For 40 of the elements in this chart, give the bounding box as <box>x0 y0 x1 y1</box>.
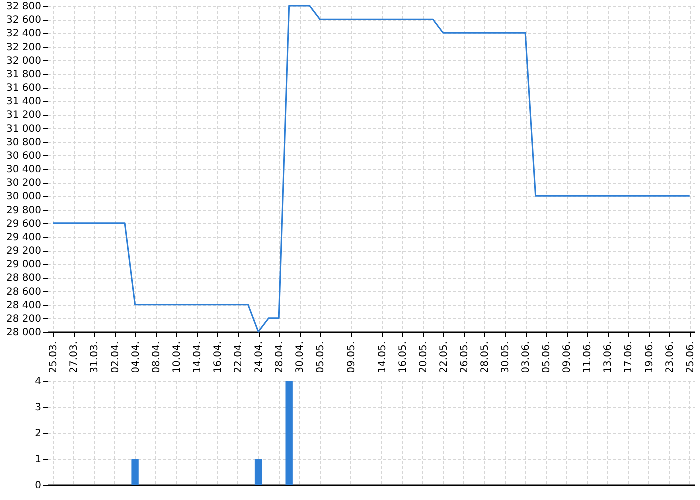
y-tick-label: 32 800 <box>6 2 42 12</box>
y-tick-label: 29 400 <box>6 232 42 244</box>
x-tick-label: 13.06. <box>603 342 614 374</box>
x-tick-label: 14.04. <box>192 342 204 374</box>
x-tick-label: 10.04. <box>172 342 183 374</box>
y-tick-label: 28 200 <box>6 314 42 325</box>
y-tick-label: 28 000 <box>6 328 42 338</box>
y-tick-label: 30 400 <box>6 164 42 176</box>
y-tick-label: 29 600 <box>6 218 42 230</box>
y-tick-label: 31 800 <box>6 69 42 80</box>
y-tick-label: 0 <box>35 480 42 492</box>
y-tick-label: 32 000 <box>6 56 42 67</box>
line-series <box>52 5 691 333</box>
y-tick-label: 30 200 <box>6 178 42 190</box>
x-tick-label: 16.04. <box>212 342 224 374</box>
y-tick-label: 2 <box>35 428 42 440</box>
y-tick-label: 30 000 <box>6 192 42 203</box>
y-tick-label: 31 000 <box>6 124 42 135</box>
y-tick-label: 31 600 <box>6 83 42 94</box>
x-tick-label: 19.06. <box>644 342 656 374</box>
y-tick-label: 3 <box>35 402 42 414</box>
y-tick-label: 28 600 <box>6 286 42 298</box>
x-tick-label: 11.06. <box>582 342 594 374</box>
y-tick-label: 32 600 <box>6 15 42 26</box>
y-tick-label: 32 400 <box>6 28 42 40</box>
y-tick-label: 30 600 <box>6 150 42 162</box>
y-tick-label: 28 400 <box>6 300 42 312</box>
y-tick-label: 4 <box>35 376 42 388</box>
y-tick-label: 29 200 <box>6 246 42 257</box>
x-tick-label: 17.06. <box>624 342 635 374</box>
x-tick-label: 16.05. <box>398 342 409 374</box>
y-tick-label: 32 200 <box>6 42 42 54</box>
y-tick-label: 30 800 <box>6 137 42 148</box>
x-tick-label: 14.05. <box>377 342 388 374</box>
y-tick-label: 1 <box>35 454 42 466</box>
y-tick-label: 28 800 <box>6 273 42 284</box>
y-tick-label: 31 200 <box>6 110 42 122</box>
y-tick-label: 31 400 <box>6 96 42 108</box>
y-tick-label: 29 000 <box>6 260 42 271</box>
y-tick-label: 29 800 <box>6 205 42 216</box>
